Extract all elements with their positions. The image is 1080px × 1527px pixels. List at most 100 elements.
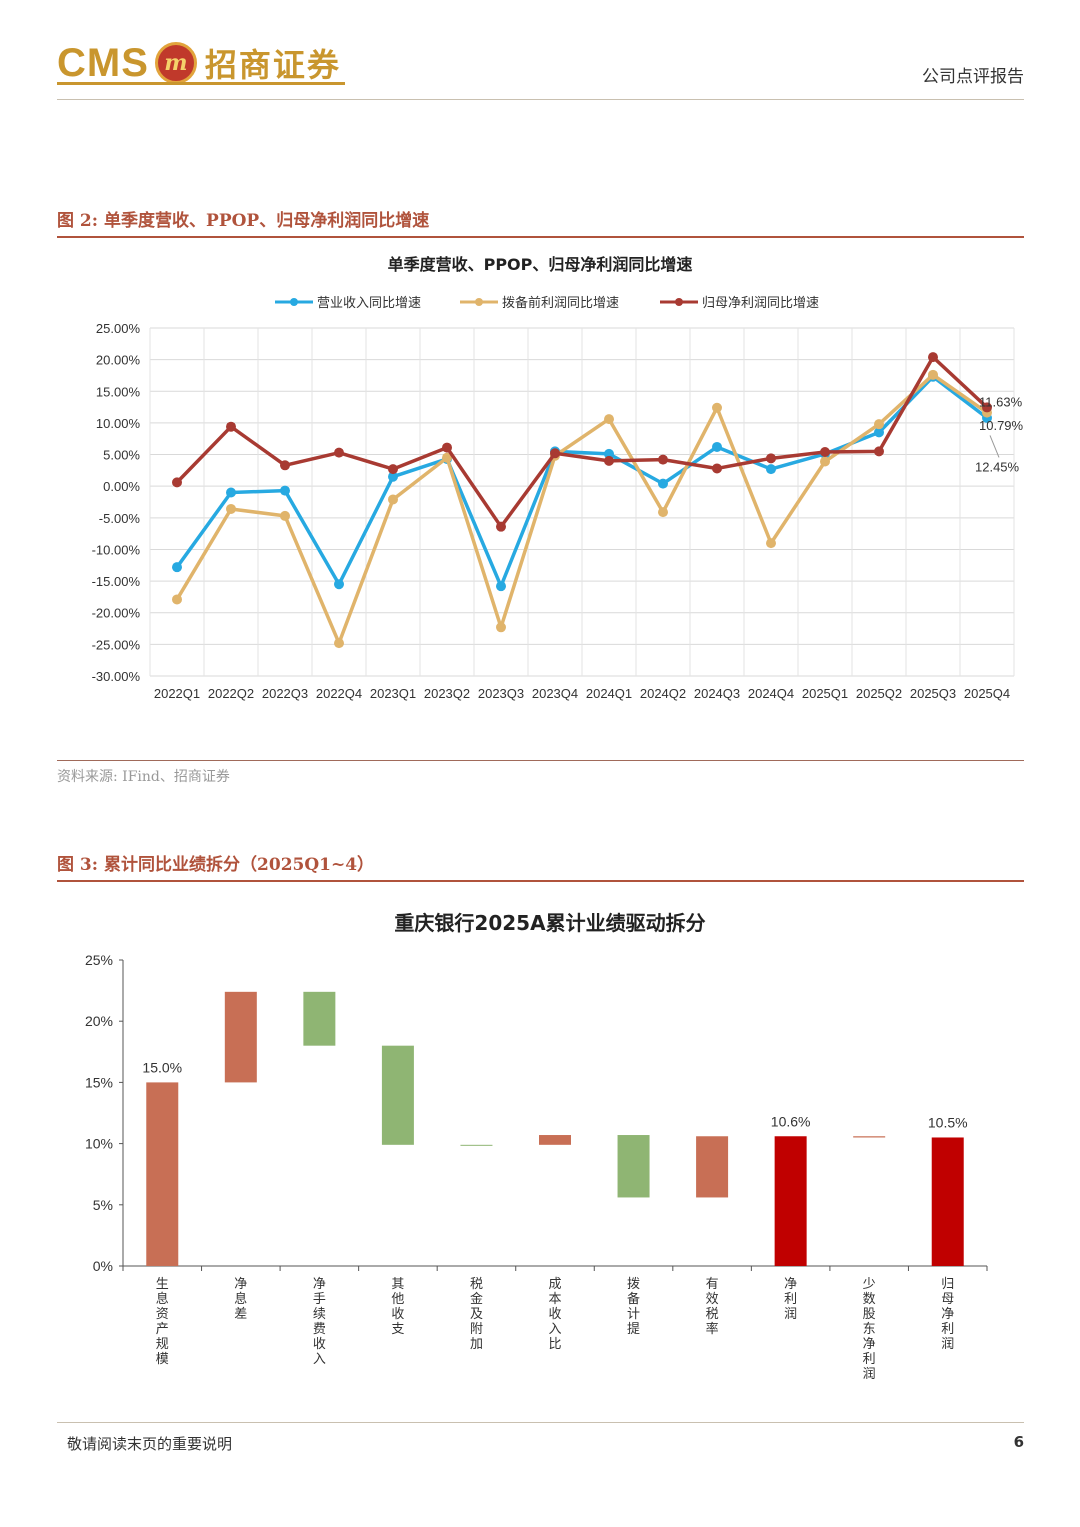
y-tick-label: 15% (85, 1074, 113, 1090)
logo-emblem-icon: m (154, 42, 197, 84)
category-label: 净利润 (784, 1277, 797, 1322)
data-point-s1 (874, 419, 884, 430)
figure3-number: 图 3: (57, 855, 99, 875)
legend-marker-0 (290, 298, 298, 306)
figure3-caption: 图 3: 累计同比业绩拆分（2025Q1~4） (57, 850, 1024, 882)
figure2-source: 资料来源: IFind、招商证券 (57, 760, 1024, 786)
bar-value-label: 10.5% (928, 1114, 968, 1130)
data-point-s1 (658, 507, 668, 518)
series-line-1 (175, 373, 989, 645)
y-tick-label: 0% (93, 1258, 113, 1274)
bar-value-label: 10.6% (771, 1113, 811, 1129)
x-tick-label: 2025Q1 (802, 686, 848, 701)
y-tick-label: 20% (85, 1013, 113, 1029)
legend-marker-2 (675, 298, 683, 306)
data-point-s1 (604, 414, 614, 425)
data-point-s2 (658, 454, 668, 465)
category-label: 生息资产规模 (156, 1277, 169, 1367)
waterfall-bar (224, 991, 257, 1083)
category-label: 净息差 (234, 1277, 247, 1322)
y-tick-label: 5% (93, 1197, 113, 1213)
annotation-leader (989, 435, 1000, 458)
x-tick-label: 2023Q2 (424, 686, 470, 701)
x-tick-label: 2023Q4 (532, 686, 578, 701)
data-point-s0 (496, 581, 506, 592)
x-tick-label: 2023Q1 (370, 686, 416, 701)
logo-cn-text: 招商证券 (204, 46, 341, 84)
data-point-s0 (280, 485, 290, 496)
data-point-s2 (226, 421, 236, 432)
bar-value-label: 15.0% (142, 1059, 182, 1075)
page-header: CMS m 招商证券 公司点评报告 (57, 38, 1024, 100)
data-point-s0 (172, 562, 182, 573)
y-tick-label: 10% (85, 1136, 113, 1152)
data-point-s2 (388, 464, 398, 475)
data-point-s2 (280, 460, 290, 471)
data-point-s0 (334, 579, 344, 590)
annotation-ppop: 11.63% (979, 395, 1023, 410)
figure2-number: 图 2: (57, 211, 99, 231)
category-label: 有效税率 (706, 1277, 719, 1337)
company-logo: CMS m 招商证券 (57, 38, 341, 88)
logo-underline (57, 82, 345, 85)
data-point-s1 (226, 503, 236, 514)
x-tick-label: 2025Q4 (964, 686, 1010, 701)
x-tick-label: 2024Q2 (640, 686, 686, 701)
data-point-s0 (226, 487, 236, 498)
x-tick-label: 2025Q2 (856, 686, 902, 701)
y-tick-label: 25.00% (96, 321, 141, 336)
data-point-s2 (604, 455, 614, 466)
y-tick-label: -25.00% (92, 637, 141, 652)
x-tick-label: 2024Q1 (586, 686, 632, 701)
y-tick-label: -10.00% (92, 542, 141, 557)
data-point-s1 (496, 622, 506, 633)
data-point-s2 (442, 442, 452, 453)
x-tick-label: 2022Q2 (208, 686, 254, 701)
x-tick-label: 2023Q3 (478, 686, 524, 701)
x-tick-label: 2025Q3 (910, 686, 956, 701)
annotation-netprofit: 12.45% (975, 459, 1020, 474)
waterfall-chart: 重庆银行2025A累计业绩驱动拆分 25% 20% 15% 10% 5% 0% 15.0% 10… (85, 911, 988, 1382)
data-point-s1 (280, 510, 290, 521)
figure2-caption: 图 2: 单季度营收、PPOP、归母净利润同比增速 (57, 206, 1024, 238)
x-tick-label: 2022Q1 (154, 686, 200, 701)
waterfall-bar (696, 1136, 729, 1198)
logo-en-text: CMS (57, 40, 149, 85)
data-point-s1 (334, 638, 344, 649)
footer-note: 敬请阅读末页的重要说明 (67, 1435, 233, 1453)
waterfall-bar (381, 1045, 414, 1145)
legend-marker-1 (475, 298, 483, 306)
data-point-s0 (766, 464, 776, 475)
x-tick-label: 2022Q4 (316, 686, 362, 701)
waterfall-bar (853, 1136, 886, 1138)
page-footer: 敬请阅读末页的重要说明 6 (57, 1422, 1024, 1462)
data-point-s1 (172, 594, 182, 605)
category-label: 其他收支 (391, 1277, 404, 1337)
y-tick-label: 15.00% (96, 384, 141, 399)
waterfall-bar (146, 1082, 179, 1266)
y-tick-label: 10.00% (96, 416, 141, 431)
data-point-s1 (928, 369, 938, 380)
figure3-title: 累计同比业绩拆分（2025Q1~4） (104, 855, 375, 875)
y-tick-label: 0.00% (103, 479, 140, 494)
data-point-s0 (658, 478, 668, 489)
category-label: 税金及附加 (470, 1277, 483, 1352)
report-type: 公司点评报告 (922, 67, 1024, 87)
y-tick-label: -15.00% (92, 574, 141, 589)
waterfall-bar (931, 1137, 964, 1266)
y-tick-label: -20.00% (92, 606, 141, 621)
legend-label-0: 营业收入同比增速 (317, 296, 421, 311)
category-label: 净手续费收入 (313, 1277, 326, 1367)
data-point-s2 (334, 447, 344, 458)
data-point-s0 (388, 471, 398, 482)
data-point-s2 (874, 446, 884, 457)
data-point-s2 (496, 521, 506, 532)
data-point-s0 (604, 448, 614, 459)
x-tick-label: 2022Q3 (262, 686, 308, 701)
data-point-s0 (712, 441, 722, 452)
annotation-revenue: 10.79% (979, 418, 1024, 433)
figure2-title: 单季度营收、PPOP、归母净利润同比增速 (104, 211, 430, 231)
category-label: 拨备计提 (627, 1277, 640, 1337)
data-point-s1 (820, 456, 830, 467)
